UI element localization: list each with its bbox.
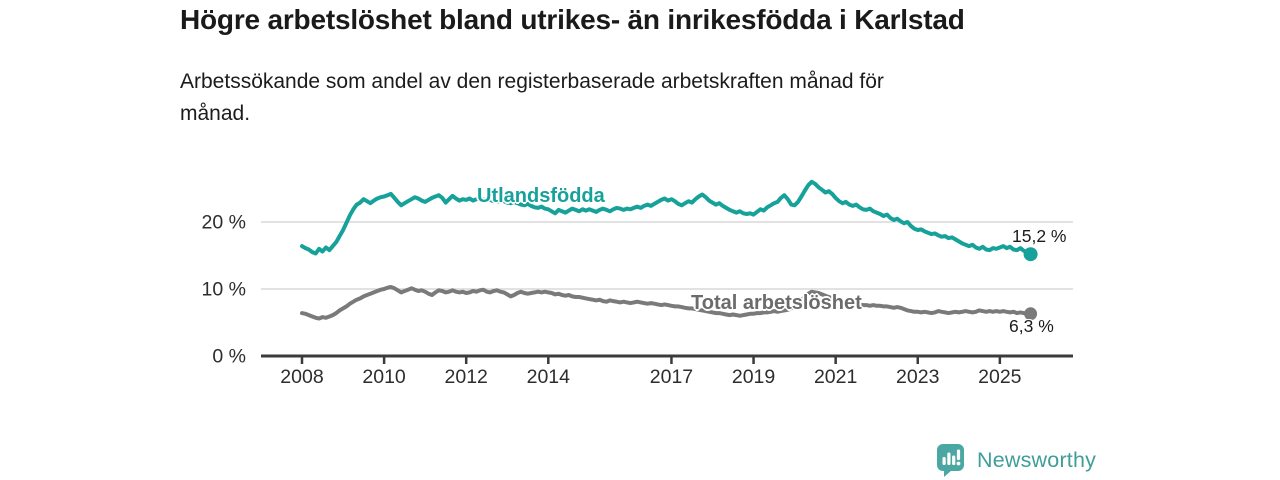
y-axis-tick-label: 10 %	[202, 279, 246, 301]
series-label-utlandsfodda: Utlandsfödda	[477, 185, 605, 207]
x-axis-tick-label: 2019	[732, 366, 775, 388]
series-line-total	[300, 285, 1033, 321]
series-end-dot-utlandsfodda	[1023, 247, 1038, 262]
end-value-label-utlandsfodda: 15,2 %	[1012, 226, 1067, 246]
newsworthy-logo-text: Newsworthy	[977, 447, 1097, 472]
end-value-label-total: 6,3 %	[1009, 316, 1054, 336]
series-line-utlandsfodda	[300, 179, 1033, 257]
x-axis-tick-label: 2012	[445, 366, 488, 388]
chart-subtitle: Arbetssökande som andel av den registerb…	[180, 66, 1080, 129]
x-axis-tick-label: 2008	[280, 366, 323, 388]
chart-subtitle-line-2: månad.	[180, 101, 251, 125]
x-axis-tick-label: 2010	[362, 366, 406, 388]
chart-subtitle-line-1: Arbetssökande som andel av den registerb…	[180, 70, 884, 93]
newsworthy-logo-icon	[937, 444, 964, 477]
x-axis-tick-label: 2023	[896, 366, 939, 388]
y-axis-tick-label: 0 %	[212, 346, 246, 368]
x-axis-tick-label: 2014	[527, 366, 571, 388]
newsworthy-branding: Newsworthy	[936, 443, 1096, 477]
series-end-dot-total	[1024, 307, 1038, 321]
y-axis-tick-label: 20 %	[202, 212, 246, 234]
chart-title: Högre arbetslöshet bland utrikes- än inr…	[180, 4, 965, 35]
x-axis-tick-label: 2021	[814, 366, 857, 388]
x-axis-tick-label: 2025	[978, 366, 1022, 388]
x-axis-tick-label: 2017	[650, 366, 693, 388]
series-label-total-arbetsloshet: Total arbetslöshet	[691, 292, 862, 314]
